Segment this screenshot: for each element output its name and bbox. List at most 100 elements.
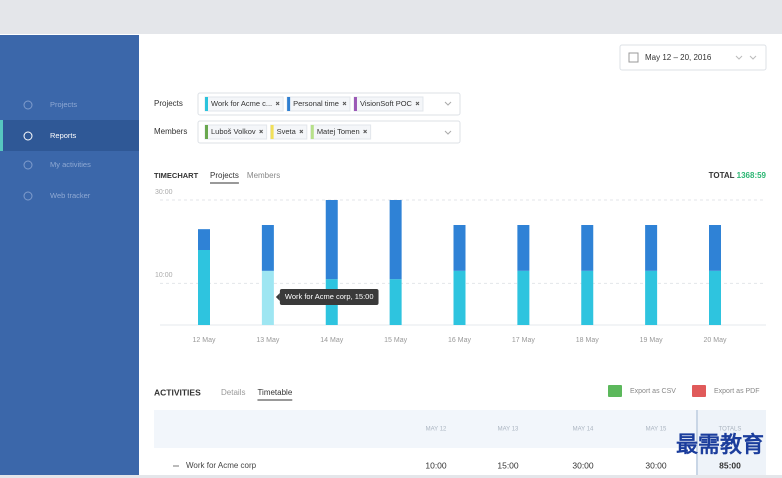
y-tick-label: 30:00	[155, 189, 173, 196]
tooltip: Work for Acme corp, 15:00	[275, 289, 379, 305]
chart-tab[interactable]: Projects	[210, 171, 239, 180]
filter-tag[interactable]: Sveta	[270, 124, 308, 140]
filter-tag[interactable]: VisionSoft POC	[353, 96, 424, 112]
export-link[interactable]: Export as PDF	[714, 388, 760, 395]
active-item-marker	[0, 120, 3, 151]
tag-label: Work for Acme c...	[211, 99, 272, 108]
menu-item[interactable]: Projects	[50, 100, 77, 109]
bar-segment	[389, 200, 402, 280]
cell: 15:00	[497, 460, 519, 470]
filter-tag[interactable]: Luboš Volkov	[204, 124, 268, 140]
column-header: MAY 12	[426, 427, 447, 433]
activity-tab[interactable]: Details	[221, 388, 245, 397]
bar-segment	[581, 270, 594, 325]
tag-color	[205, 97, 208, 111]
tag-label: Luboš Volkov	[211, 127, 256, 136]
y-tick-label: 10:00	[155, 272, 173, 279]
tag-color	[310, 125, 314, 139]
bar-segment	[325, 200, 338, 280]
bar-segment	[645, 270, 658, 325]
dropdown-arrows	[444, 101, 452, 135]
date-range: May 12 – 20, 2016	[645, 53, 712, 62]
menu-item[interactable]: Web tracker	[50, 191, 91, 200]
column-header: MAY 13	[498, 427, 519, 433]
x-tick-label: 16 May	[448, 337, 471, 344]
tag-remove	[259, 129, 263, 134]
tag-remove	[275, 101, 280, 106]
row-name: Work for Acme corp	[186, 461, 257, 470]
table-header	[154, 410, 766, 448]
timechart-title: TIMECHART	[154, 171, 199, 180]
projects-label: Projects	[154, 99, 183, 108]
bar-segment	[581, 225, 594, 271]
chevrons	[735, 55, 757, 60]
x-tick-label: 19 May	[640, 337, 663, 344]
tooltip-pointer	[275, 293, 280, 301]
x-tick-label: 12 May	[193, 337, 216, 344]
x-tick-label: 14 May	[320, 337, 343, 344]
tag-color	[353, 97, 357, 111]
tooltip-bg	[279, 289, 379, 305]
total-label: TOTAL	[709, 171, 735, 180]
bottom-bar	[0, 475, 782, 478]
date-picker[interactable]	[619, 44, 767, 71]
totals-column	[697, 410, 766, 475]
sidebar	[0, 35, 139, 475]
bar-segment	[261, 270, 274, 325]
cell: 10:00	[425, 460, 447, 470]
x-tick-label: 15 May	[384, 337, 407, 344]
tag-color	[287, 97, 291, 111]
menu-item[interactable]: Reports	[50, 131, 77, 140]
watermark: 最需教育	[676, 432, 764, 457]
tag-label: Sveta	[277, 127, 297, 136]
tag-label: Matej Tomen	[317, 127, 360, 136]
export-link[interactable]: Export as CSV	[630, 388, 676, 395]
column-header: TOTALS	[719, 427, 742, 433]
filter-tag[interactable]: Work for Acme c...	[204, 96, 284, 112]
activity-tab[interactable]: Timetable	[257, 388, 292, 397]
activities-title: ACTIVITIES	[154, 387, 201, 397]
export-icon	[608, 385, 622, 397]
bar-segment	[709, 270, 721, 325]
active-item-bg	[0, 120, 139, 151]
cell: 85:00	[719, 460, 741, 470]
bar-segment	[645, 225, 658, 271]
top-bar	[0, 0, 782, 34]
x-tick-label: 20 May	[704, 337, 727, 344]
menu-item[interactable]: My activities	[50, 160, 91, 169]
tag-color	[270, 125, 274, 139]
tag-remove	[363, 129, 367, 134]
bar-segment	[517, 225, 530, 271]
x-tick-label: 17 May	[512, 337, 535, 344]
bar-segment	[517, 270, 530, 325]
total: TOTAL 1368:59	[709, 171, 767, 180]
tag-color	[205, 125, 208, 139]
cell: 30:00	[572, 460, 594, 470]
calendar-icon	[628, 52, 639, 63]
bar-segment	[198, 229, 210, 250]
filter-tag[interactable]: Personal time	[286, 96, 351, 112]
x-tick-label: 13 May	[256, 337, 279, 344]
export-icon	[692, 385, 706, 397]
chart-tab[interactable]: Members	[247, 171, 280, 180]
x-tick-label: 18 May	[576, 337, 599, 344]
bar-segment	[389, 279, 402, 325]
tooltip-text: Work for Acme corp, 15:00	[285, 292, 374, 301]
bar-segment	[709, 225, 721, 271]
filter-tag[interactable]: Matej Tomen	[310, 124, 372, 140]
bar-segment	[453, 225, 466, 271]
total-value: 1368:59	[737, 171, 767, 180]
column-header: MAY 15	[646, 427, 667, 433]
column-header: MAY 14	[573, 427, 594, 433]
menu-icon	[23, 100, 33, 110]
tag-label: VisionSoft POC	[360, 99, 413, 108]
menu-icon	[23, 160, 33, 170]
menu-icon	[23, 131, 33, 141]
tag-label: Personal time	[293, 99, 339, 108]
members-label: Members	[154, 127, 187, 136]
tag-remove	[342, 101, 347, 106]
tag-remove	[299, 129, 304, 134]
tag-remove	[415, 101, 420, 106]
menu-icon	[23, 191, 33, 201]
